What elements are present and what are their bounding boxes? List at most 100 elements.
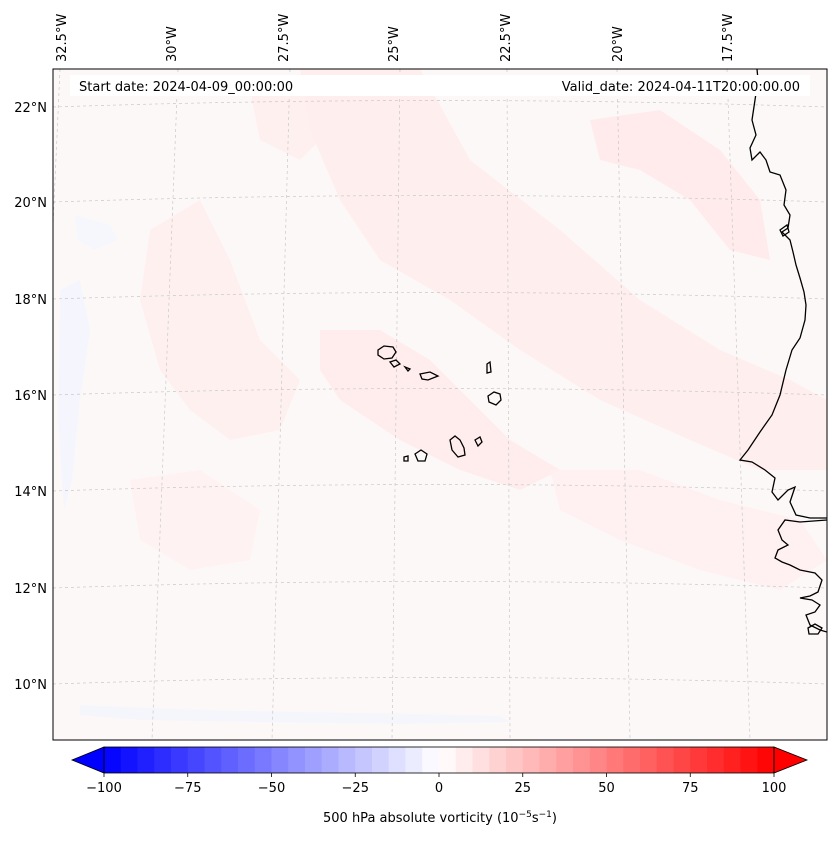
island-boa-vista	[487, 391, 502, 406]
parallel-line	[53, 388, 827, 396]
island-bissau	[807, 623, 823, 635]
colorbar-cell	[120, 747, 138, 773]
parallel-line	[53, 292, 827, 300]
colorbar-cell	[355, 747, 373, 773]
colorbar-cell	[723, 747, 741, 773]
island-brava	[403, 455, 409, 462]
vorticity-negative-topleft	[75, 215, 118, 250]
colorbar-cell	[439, 747, 457, 773]
map-frame	[52, 68, 828, 741]
lat-label: 22°N	[14, 101, 47, 116]
colorbar-cell	[539, 747, 557, 773]
vorticity-negative-bottom	[80, 705, 510, 724]
colorbar-cell	[740, 747, 758, 773]
meridian-line	[151, 69, 179, 740]
start-date-label: Start date: 2024-04-09_00:00:00	[79, 80, 293, 95]
colorbar-cell	[171, 747, 189, 773]
lat-label: 18°N	[14, 293, 47, 308]
colorbar-cell	[238, 747, 256, 773]
colorbar-cell	[489, 747, 507, 773]
colorbar-cell	[455, 747, 473, 773]
meridian-line	[271, 69, 291, 740]
colorbar-tick-label: −25	[342, 781, 369, 796]
parallel-line	[53, 100, 827, 108]
colorbar-cell	[271, 747, 289, 773]
coastlines	[377, 69, 827, 635]
lat-label: 12°N	[14, 582, 47, 597]
lat-label: 16°N	[14, 389, 47, 404]
colorbar-cells	[104, 747, 775, 773]
colorbar-cell	[640, 747, 658, 773]
colorbar-cell	[288, 747, 306, 773]
vorticity-band-north	[250, 80, 330, 160]
vorticity-band-east	[590, 110, 770, 260]
africa-coastline	[738, 69, 827, 519]
vorticity-band-south	[550, 470, 827, 590]
info-box	[70, 75, 810, 96]
island-maio	[474, 436, 483, 448]
colorbar-cell	[405, 747, 423, 773]
vorticity-band-west	[140, 200, 300, 440]
colorbar-cell	[472, 747, 490, 773]
lon-label: 30°W	[165, 26, 180, 62]
colorbar-tick-label: 0	[435, 781, 443, 796]
colorbar-cell	[372, 747, 390, 773]
graticule	[53, 69, 827, 740]
colorbar-cell	[522, 747, 540, 773]
island-santiago	[449, 435, 466, 458]
island-santa-luzia	[403, 365, 412, 372]
parallel-line	[53, 677, 827, 685]
colorbar-cell	[673, 747, 691, 773]
colorbar-cell	[606, 747, 624, 773]
meridian-line	[506, 69, 511, 740]
colorbar-tick-label: 25	[514, 781, 531, 796]
colorbar-cell	[506, 747, 524, 773]
colorbar-cell	[321, 747, 339, 773]
colorbar-cell	[757, 747, 775, 773]
parallel-line	[53, 195, 827, 203]
colorbar-tick-label: 100	[762, 781, 787, 796]
island-sao-nicolau	[419, 371, 440, 381]
colorbar-title: 500 hPa absolute vorticity (10−5s−1)	[323, 810, 557, 826]
colorbar-cell	[254, 747, 272, 773]
colorbar-tick-label: −50	[258, 781, 285, 796]
island-fogo	[414, 449, 428, 462]
colorbar-cell	[104, 747, 122, 773]
colorbar-cell	[656, 747, 674, 773]
lon-label: 17.5°W	[721, 14, 736, 62]
colorbar-cell	[388, 747, 406, 773]
island-north-1	[779, 223, 790, 237]
colorbar-cell	[707, 747, 725, 773]
colorbar-cell	[137, 747, 155, 773]
colorbar-cell	[338, 747, 356, 773]
latitude-labels: 22°N 20°N 18°N 16°N 14°N 12°N 10°N	[14, 101, 47, 693]
meridian-line	[726, 69, 751, 740]
colorbar: −100 −75 −50 −25 0 25 50 75 100 500 hPa absolute…	[70, 746, 809, 826]
colorbar-cell	[623, 747, 641, 773]
parallel-line	[53, 484, 827, 492]
colorbar-cell	[305, 747, 323, 773]
colorbar-cell	[187, 747, 205, 773]
vorticity-band-central	[320, 330, 560, 490]
colorbar-extend-max-arrow	[773, 746, 809, 774]
meridian-line	[391, 69, 401, 740]
parallel-line	[53, 581, 827, 589]
colorbar-cell	[154, 747, 172, 773]
vorticity-negative-strip	[58, 280, 90, 510]
colorbar-tick-label: 75	[682, 781, 699, 796]
colorbar-cell	[422, 747, 440, 773]
lat-label: 20°N	[14, 196, 47, 211]
island-sal	[486, 360, 492, 374]
colorbar-cell	[690, 747, 708, 773]
colorbar-tick-label: −75	[174, 781, 201, 796]
colorbar-tick-label: 50	[598, 781, 615, 796]
lat-label: 14°N	[14, 485, 47, 500]
lon-label: 27.5°W	[277, 14, 292, 62]
colorbar-ticks: −100 −75 −50 −25 0 25 50 75 100	[86, 773, 786, 796]
vorticity-band-diagonal	[300, 69, 827, 470]
lon-label: 32.5°W	[55, 14, 70, 62]
colorbar-cell	[221, 747, 239, 773]
vorticity-band-southwest	[130, 470, 260, 570]
